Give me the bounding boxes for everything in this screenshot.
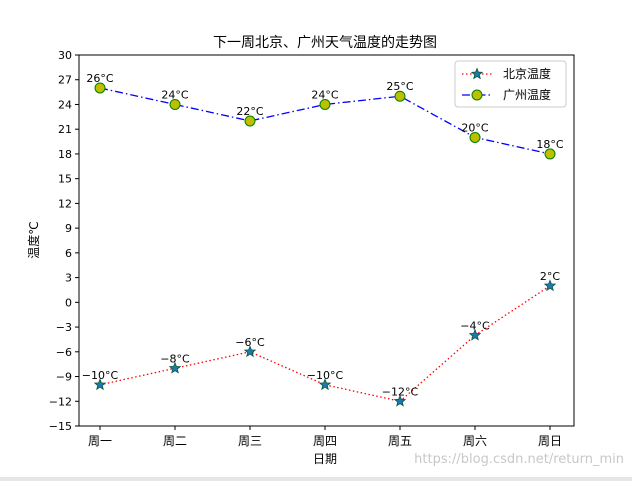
data-point [469, 131, 481, 143]
data-point [244, 115, 256, 127]
data-point [544, 148, 556, 160]
data-label: 18°C [536, 138, 563, 151]
data-point [93, 378, 107, 391]
data-label: −10°C [82, 369, 119, 382]
data-label: 25°C [386, 80, 413, 93]
chart-title: 下一周北京、广州天气温度的走势图 [213, 35, 437, 51]
legend-marker [470, 67, 484, 80]
y-axis-label: 温度℃ [26, 221, 41, 258]
data-label: 26°C [86, 72, 113, 85]
y-tick-label: 24 [58, 98, 72, 111]
bottom-divider [0, 477, 632, 481]
data-label: 2°C [540, 270, 560, 283]
y-tick-label: 6 [65, 247, 72, 260]
x-tick-label: 周日 [538, 434, 562, 448]
series-1: −10°C −8°C −6°C −10°C −12°C −4°C 2°C [82, 270, 560, 407]
legend-marker [471, 89, 483, 101]
y-tick-label: 18 [58, 148, 72, 161]
data-label: 22°C [236, 105, 263, 118]
y-tick-label: 15 [58, 173, 72, 186]
y-tick-label: −15 [49, 420, 72, 433]
legend-label: 广州温度 [503, 87, 551, 102]
y-tick-label: 30 [58, 49, 72, 62]
data-label: −10°C [307, 369, 344, 382]
data-point [169, 98, 181, 110]
x-tick-label: 周一 [88, 434, 112, 448]
legend-item: 北京温度 [462, 66, 551, 81]
y-tick-label: −12 [49, 395, 72, 408]
series-2: 26°C 24°C 22°C 24°C 25°C 20°C 18°C [86, 72, 564, 160]
data-point [319, 98, 331, 110]
y-tick-label: 0 [65, 296, 72, 309]
y-tick-label: 3 [65, 272, 72, 285]
y-tick-label: 27 [58, 74, 72, 87]
y-tick-label: −6 [56, 346, 72, 359]
data-point [243, 345, 257, 358]
x-tick-label: 周四 [313, 434, 337, 448]
y-tick-label: 12 [58, 197, 72, 210]
data-label: −6°C [235, 336, 265, 349]
data-point [168, 361, 182, 374]
data-label: 24°C [161, 88, 188, 101]
data-point [394, 90, 406, 102]
x-axis-label: 日期 [313, 452, 337, 466]
plot-frame [78, 54, 575, 427]
data-point [393, 394, 407, 407]
data-label: −8°C [160, 352, 190, 365]
legend-label: 北京温度 [503, 66, 551, 81]
x-tick-label: 周二 [163, 434, 187, 448]
watermark-text: https://blog.csdn.net/return_min [414, 452, 624, 467]
legend-item: 广州温度 [462, 87, 551, 102]
data-point [318, 378, 332, 391]
x-tick-label: 周六 [463, 434, 487, 448]
data-point [543, 279, 557, 292]
data-label: −4°C [460, 319, 490, 332]
data-label: 20°C [461, 121, 488, 134]
data-point [468, 328, 482, 341]
x-tick-label: 周三 [238, 434, 262, 448]
data-point [94, 82, 106, 94]
y-tick-label: −3 [56, 321, 72, 334]
y-tick-label: 21 [58, 123, 72, 136]
y-tick-label: 9 [65, 222, 72, 235]
data-label: −12°C [382, 385, 419, 398]
data-label: 24°C [311, 88, 338, 101]
y-tick-label: −9 [56, 371, 72, 384]
plot-area: −15 −12 −9 −6 −3 0 3 6 9 12 15 18 21 24 27 30 周一 周二 周三 周四 周五… [49, 49, 575, 448]
x-tick-label: 周五 [388, 434, 412, 448]
